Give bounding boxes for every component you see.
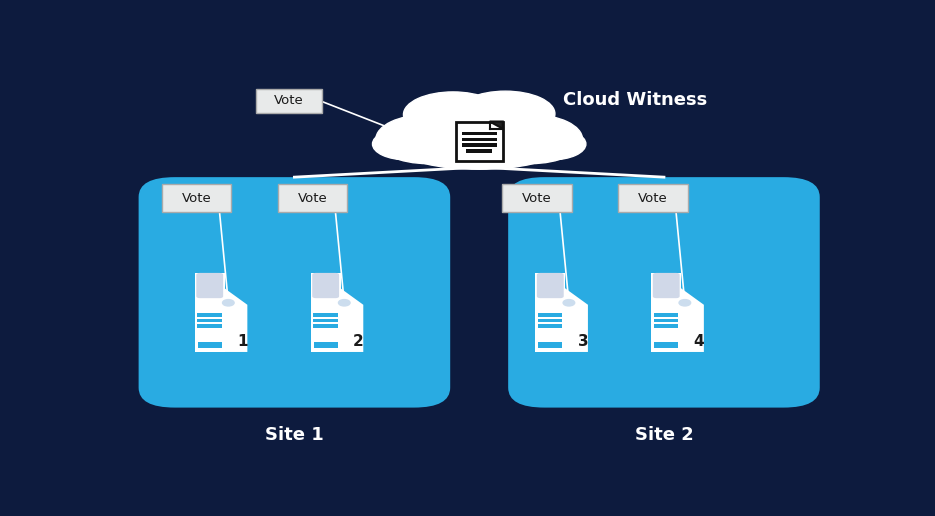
Circle shape xyxy=(223,300,234,306)
Text: Vote: Vote xyxy=(523,191,552,204)
FancyBboxPatch shape xyxy=(312,273,339,298)
Text: Vote: Vote xyxy=(297,191,327,204)
Ellipse shape xyxy=(376,115,480,164)
Ellipse shape xyxy=(480,115,583,164)
Circle shape xyxy=(679,300,691,306)
Ellipse shape xyxy=(407,101,552,166)
Bar xyxy=(313,313,338,316)
Polygon shape xyxy=(336,285,364,352)
Bar xyxy=(654,325,678,328)
Bar xyxy=(538,325,562,328)
Circle shape xyxy=(563,300,575,306)
Circle shape xyxy=(409,134,420,140)
Ellipse shape xyxy=(404,92,503,137)
Bar xyxy=(313,325,338,328)
Bar xyxy=(467,149,492,153)
FancyBboxPatch shape xyxy=(537,273,564,298)
Bar xyxy=(314,342,338,348)
Ellipse shape xyxy=(404,132,554,169)
Bar xyxy=(539,342,562,348)
Bar xyxy=(197,325,222,328)
Polygon shape xyxy=(490,122,503,128)
Polygon shape xyxy=(652,273,682,352)
Circle shape xyxy=(338,300,350,306)
Bar xyxy=(313,319,338,322)
Polygon shape xyxy=(677,285,704,352)
Text: Site 2: Site 2 xyxy=(635,426,694,444)
Bar xyxy=(462,143,496,147)
Text: Cloud Witness: Cloud Witness xyxy=(563,91,707,109)
FancyBboxPatch shape xyxy=(138,177,451,408)
Bar xyxy=(654,342,678,348)
Text: Vote: Vote xyxy=(181,191,211,204)
Text: Vote: Vote xyxy=(639,191,668,204)
Ellipse shape xyxy=(455,91,554,136)
FancyBboxPatch shape xyxy=(455,122,503,162)
Ellipse shape xyxy=(517,128,586,160)
Polygon shape xyxy=(310,273,340,352)
FancyBboxPatch shape xyxy=(196,273,223,298)
Circle shape xyxy=(680,300,690,305)
FancyBboxPatch shape xyxy=(256,89,322,113)
Bar xyxy=(462,138,496,141)
FancyBboxPatch shape xyxy=(509,177,820,408)
Bar xyxy=(462,132,496,135)
Bar xyxy=(538,319,562,322)
Polygon shape xyxy=(561,285,588,352)
Text: Vote: Vote xyxy=(274,94,304,107)
Bar xyxy=(197,319,222,322)
FancyBboxPatch shape xyxy=(278,184,347,212)
FancyBboxPatch shape xyxy=(502,184,572,212)
Circle shape xyxy=(223,300,234,305)
Circle shape xyxy=(564,300,574,305)
Bar xyxy=(198,342,222,348)
Bar xyxy=(654,319,678,322)
FancyBboxPatch shape xyxy=(162,184,231,212)
Text: 4: 4 xyxy=(694,334,704,349)
Bar xyxy=(538,313,562,316)
Polygon shape xyxy=(536,273,566,352)
Polygon shape xyxy=(220,285,248,352)
Text: Site 1: Site 1 xyxy=(265,426,324,444)
Text: 2: 2 xyxy=(353,334,364,349)
Text: 1: 1 xyxy=(237,334,248,349)
FancyBboxPatch shape xyxy=(653,273,680,298)
Bar xyxy=(197,313,222,316)
FancyBboxPatch shape xyxy=(618,184,688,212)
Text: 3: 3 xyxy=(578,334,588,349)
Circle shape xyxy=(339,300,350,305)
Polygon shape xyxy=(194,273,224,352)
Ellipse shape xyxy=(372,128,441,160)
Bar xyxy=(654,313,678,316)
